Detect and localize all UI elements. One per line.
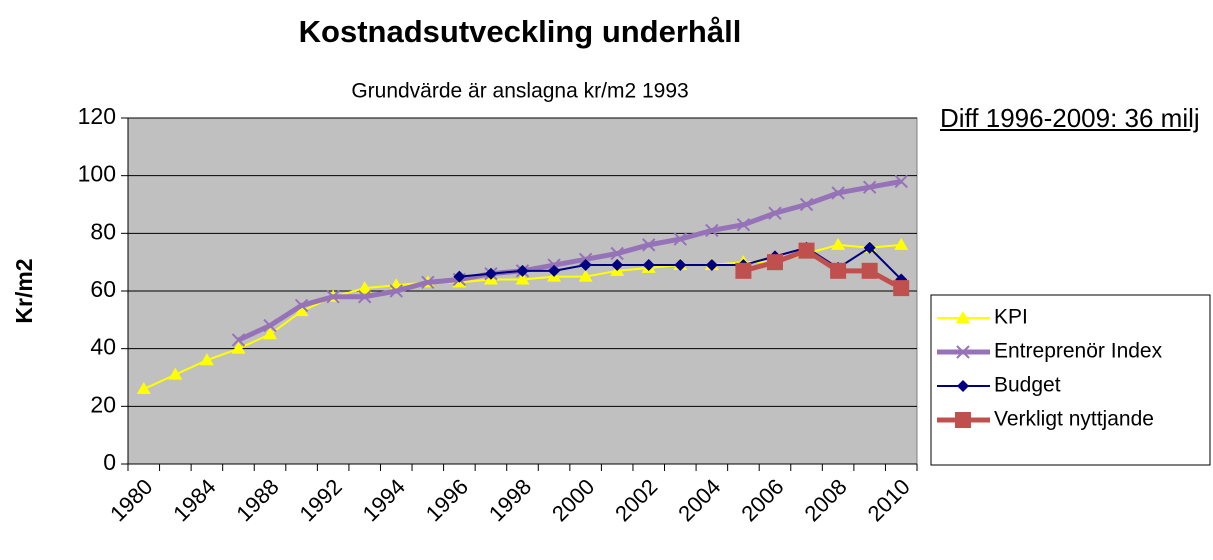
x-tick-label: 1992 — [294, 474, 346, 526]
y-tick-label: 100 — [78, 161, 116, 187]
data-point — [735, 262, 752, 279]
x-tick-label: 2000 — [547, 474, 599, 526]
x-tick-label: 2010 — [863, 474, 915, 526]
data-point — [831, 237, 846, 250]
chart-title: Kostnadsutveckling underhåll — [299, 14, 742, 49]
x-tick-label: 2002 — [610, 474, 662, 526]
legend-marker — [957, 380, 969, 392]
data-point — [642, 238, 656, 252]
legend-marker — [956, 311, 970, 323]
x-tick-label: 1998 — [484, 474, 536, 526]
data-point — [453, 270, 466, 283]
data-point — [548, 264, 561, 277]
x-tick-label: 2008 — [799, 474, 851, 526]
data-point — [199, 353, 214, 366]
y-tick-label: 60 — [90, 276, 116, 302]
y-tick-label: 20 — [90, 391, 116, 417]
y-tick-label: 80 — [90, 218, 116, 244]
legend — [930, 294, 1211, 466]
legend-label: Budget — [994, 374, 1061, 397]
data-point — [231, 333, 246, 347]
data-point — [136, 382, 151, 395]
data-point — [799, 197, 814, 212]
legend-marker — [956, 345, 970, 359]
x-tick-label: 1980 — [105, 474, 157, 526]
data-point — [768, 206, 782, 220]
data-point — [357, 281, 372, 294]
data-point — [515, 272, 530, 285]
data-point — [168, 367, 183, 380]
legend-marker — [955, 412, 971, 428]
data-point — [421, 275, 435, 290]
data-point — [831, 186, 845, 200]
data-point — [642, 259, 655, 272]
x-tick-label: 2004 — [673, 474, 725, 526]
y-tick-label: 0 — [103, 449, 116, 475]
data-point — [673, 232, 688, 246]
x-tick-label: 2006 — [736, 474, 788, 526]
data-point — [674, 259, 687, 272]
data-point — [893, 280, 910, 297]
data-point — [705, 259, 718, 272]
x-tick-label: 1994 — [358, 474, 410, 526]
x-tick-label: 1988 — [231, 474, 283, 526]
y-axis-label: Kr/m2 — [11, 258, 37, 323]
data-point — [516, 264, 529, 277]
legend-label: KPI — [994, 306, 1028, 329]
data-point — [326, 290, 340, 304]
data-point — [798, 242, 815, 259]
data-point — [863, 241, 876, 254]
data-point — [894, 237, 909, 250]
data-point — [294, 304, 309, 317]
data-point — [830, 262, 847, 279]
data-point — [578, 269, 593, 282]
annotation: Diff 1996-2009: 36 milj — [940, 103, 1200, 133]
data-point — [263, 327, 278, 340]
data-point — [705, 223, 719, 238]
data-point — [611, 259, 624, 272]
x-tick-label: 1984 — [168, 474, 220, 526]
y-tick-label: 40 — [90, 334, 116, 360]
data-point — [389, 284, 403, 298]
data-point — [357, 290, 372, 304]
data-point — [484, 267, 497, 280]
data-point — [861, 262, 878, 279]
data-point — [263, 318, 277, 333]
data-point — [862, 180, 877, 194]
data-point — [766, 254, 783, 271]
data-point — [894, 174, 908, 189]
data-point — [231, 341, 246, 354]
series-line — [237, 178, 902, 343]
chart-subtitle: Grundvärde är anslagna kr/m2 1993 — [351, 80, 688, 103]
data-point — [610, 246, 624, 261]
legend-label: Entreprenör Index — [994, 340, 1163, 363]
legend-label: Verkligt nyttjande — [994, 408, 1154, 431]
y-tick-label: 120 — [78, 103, 116, 129]
x-tick-label: 1996 — [421, 474, 473, 526]
data-point — [736, 217, 751, 232]
data-point — [294, 298, 309, 313]
data-point — [579, 259, 592, 272]
